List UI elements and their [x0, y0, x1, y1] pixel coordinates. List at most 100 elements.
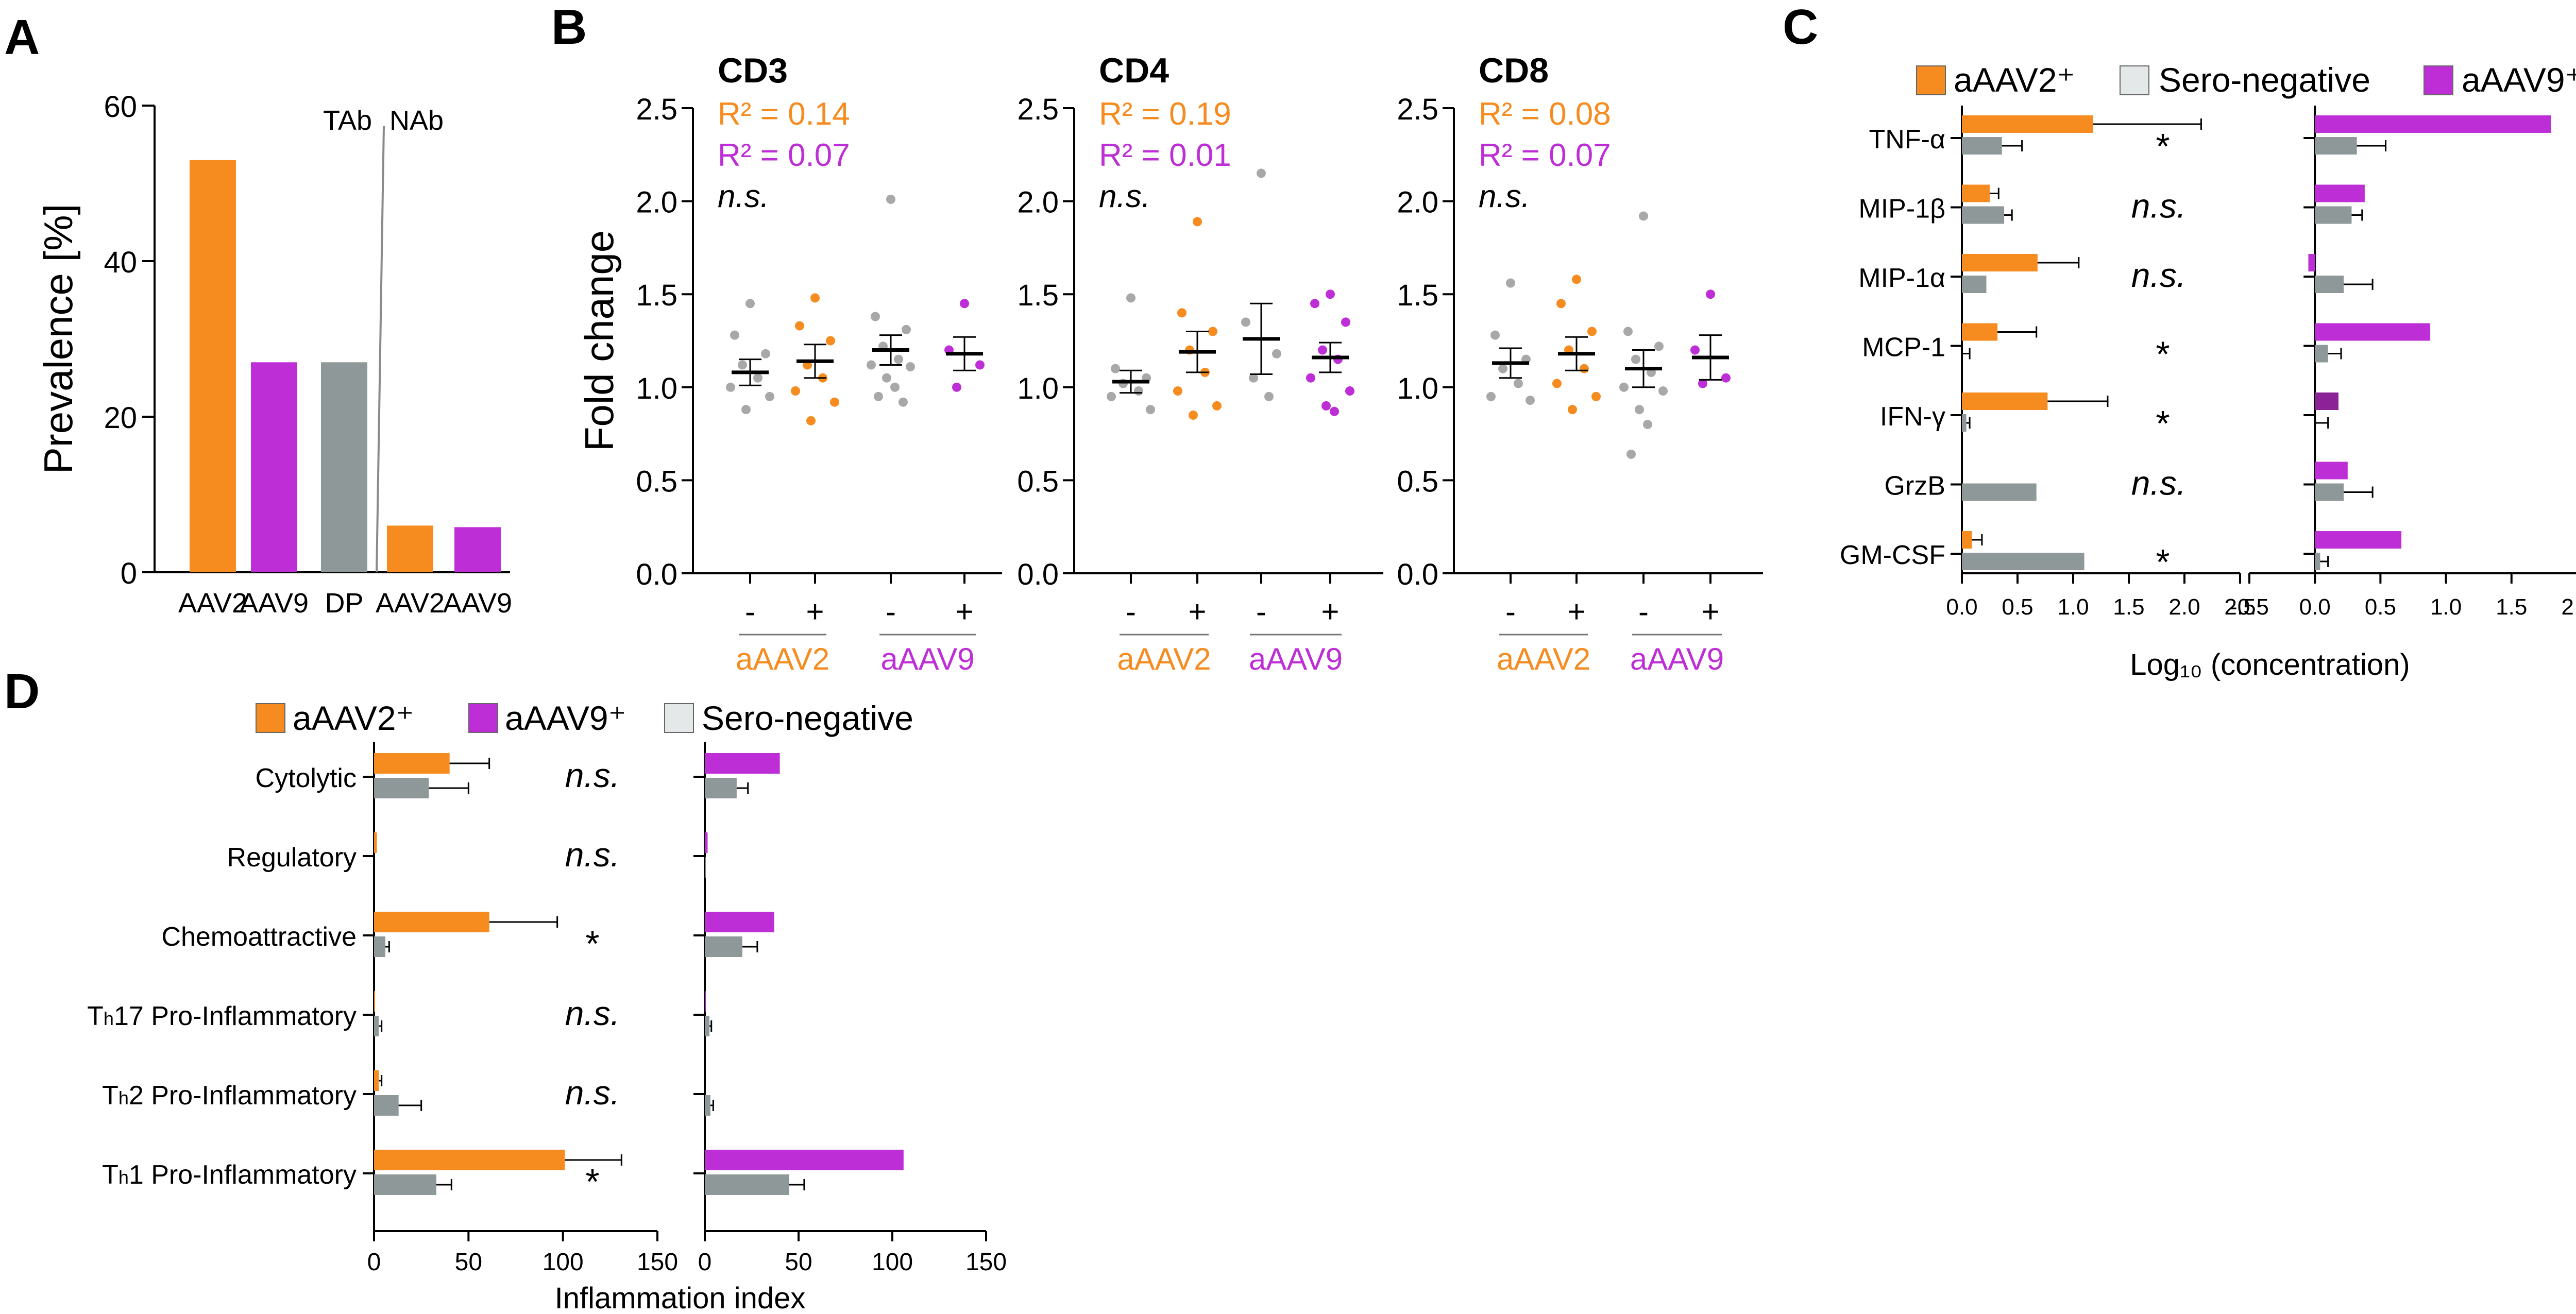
c-legend-label: Sero-negative	[2159, 61, 2370, 99]
a-bar-aav2	[190, 160, 236, 572]
c-bar-ifn	[1962, 414, 1967, 432]
d-x-tick-label: 50	[455, 1249, 482, 1276]
b-data-point	[1514, 379, 1523, 388]
d-bar	[705, 1174, 789, 1195]
b-data-point	[1643, 420, 1652, 429]
b-subplot-cd3: 0.0 0.5 1.0 1.5 2.0 2.5 CD3 R² = 0.14 R² = 0.07 n…	[636, 51, 1002, 676]
b-data-point	[1257, 168, 1266, 178]
c-category-label: IFN-γ	[1880, 402, 1945, 432]
d-bar	[705, 991, 706, 1012]
b-data-point	[1189, 411, 1198, 420]
d-significance: *	[585, 924, 599, 964]
d-bar	[705, 857, 706, 878]
d-bar	[705, 936, 742, 957]
c-bar-tnf	[2315, 137, 2357, 155]
b-data-point	[1310, 299, 1319, 308]
c-legend-swatch	[2120, 66, 2149, 95]
a-y-axis-title: Prevalence [%]	[36, 204, 81, 474]
b-y-tick-label: 1.5	[1017, 279, 1059, 312]
b-data-point	[1658, 386, 1668, 396]
c-bar-gmcsf	[2315, 553, 2320, 570]
c-bar-mcp1	[2315, 323, 2430, 341]
b-data-point	[1146, 405, 1155, 414]
b-x-tick-label: +	[1567, 594, 1585, 629]
d-bar	[374, 912, 489, 932]
b-subplot-title: CD3	[718, 51, 788, 90]
b-group-label-aaav9: aAAV9	[880, 642, 974, 676]
a-x-tick-label: AAV9	[240, 588, 309, 619]
a-y-tick-label: 60	[104, 90, 137, 124]
b-x-tick-label: -	[1256, 594, 1266, 629]
b-x-tick-label: -	[886, 594, 896, 629]
b-data-point	[1345, 386, 1354, 396]
panel-c-cytokine-chart: aAAV2⁺ Sero-negative aAAV9⁺ 0.0 0.5 1.0 1.5 2.0…	[1840, 61, 2576, 681]
b-r2-aaav9: R² = 0.01	[1099, 138, 1231, 173]
b-data-point	[871, 312, 880, 321]
d-category-sub: h	[118, 1167, 129, 1188]
d-category-main: T	[87, 1001, 104, 1031]
b-data-point	[1318, 346, 1327, 355]
c-significance: n.s.	[2131, 464, 2186, 502]
c-bar-mcp1	[1962, 323, 1997, 341]
c-significance: *	[2156, 126, 2170, 166]
d-category-label: Th1 Pro-Inflammatory	[102, 1160, 357, 1190]
c-bar-gmcsf	[1962, 531, 1972, 549]
b-group-label-aaav2: aAAV2	[736, 642, 829, 676]
c-bar-ifn	[2315, 393, 2338, 410]
c-subplot-right: -0.5 0.0 0.5 1.0 1.5 2.0	[2230, 106, 2576, 620]
c-x-tick-label: 0.5	[2002, 594, 2033, 620]
b-data-point	[765, 392, 774, 401]
panel-label-a: A	[4, 10, 40, 65]
c-bar-gmcsf	[1962, 553, 2084, 570]
d-category-sub: h	[118, 1087, 129, 1108]
a-nab-label: NAb	[389, 105, 444, 136]
d-category-label: Th2 Pro-Inflammatory	[102, 1081, 357, 1111]
c-legend-label: aAAV2⁺	[1954, 61, 2075, 99]
b-data-point	[960, 299, 969, 308]
c-bar-mip1	[2315, 185, 2365, 202]
b-y-tick-label: 1.5	[1397, 279, 1438, 312]
d-category-label: Regulatory	[227, 843, 357, 873]
c-bar-mcp1	[2315, 345, 2328, 363]
b-data-point	[1264, 392, 1274, 401]
c-legend-swatch	[2424, 66, 2453, 95]
b-x-tick-label: -	[1638, 594, 1649, 629]
panel-d-inflammation-chart: aAAV2⁺ aAAV9⁺ Sero-negative0 50 100 150Cytoly…	[87, 699, 1007, 1314]
c-x-tick-label: 2.0	[2561, 594, 2576, 620]
b-data-point	[1177, 308, 1187, 317]
c-legend-label: aAAV9⁺	[2462, 61, 2576, 99]
b-data-point	[1639, 211, 1648, 220]
d-legend-swatch	[469, 704, 498, 732]
d-bar	[705, 753, 780, 774]
b-data-point	[791, 386, 800, 396]
d-x-axis-title: Inflammation index	[555, 1282, 806, 1314]
c-x-tick-label: 0.0	[1946, 594, 1977, 620]
a-x-tick-label: AAV2	[178, 588, 247, 619]
b-data-point	[1631, 355, 1640, 364]
a-x-tick-label: DP	[325, 588, 363, 619]
b-data-point	[1690, 346, 1700, 355]
a-tab-label: TAb	[323, 105, 372, 136]
b-data-point	[874, 392, 883, 401]
c-bar-mip1	[2315, 276, 2344, 293]
b-data-point	[1626, 450, 1636, 459]
b-y-tick-label: 0.0	[1397, 558, 1438, 591]
b-data-point	[906, 362, 915, 371]
b-y-tick-label: 2.0	[1017, 186, 1059, 219]
d-bar	[705, 1150, 904, 1170]
b-data-point	[1552, 379, 1562, 388]
c-x-tick-label: 0.5	[2365, 594, 2396, 620]
d-x-tick-label: 150	[965, 1249, 1007, 1276]
d-x-tick-label: 100	[543, 1249, 584, 1276]
c-x-tick-label: 1.0	[2057, 594, 2089, 620]
b-group-label-aaav9: aAAV9	[1249, 642, 1343, 676]
d-category-rest: 1 Pro-Inflammatory	[129, 1160, 357, 1190]
c-bar-grzb	[2315, 462, 2348, 480]
d-legend-label: aAAV2⁺	[293, 699, 414, 737]
a-x-tick-label: AAV9	[443, 588, 512, 619]
panel-label-b: B	[551, 0, 587, 55]
d-significance: n.s.	[565, 994, 620, 1032]
a-bar-aav2	[387, 525, 433, 572]
b-data-point	[745, 299, 755, 308]
b-data-point	[1272, 349, 1281, 359]
